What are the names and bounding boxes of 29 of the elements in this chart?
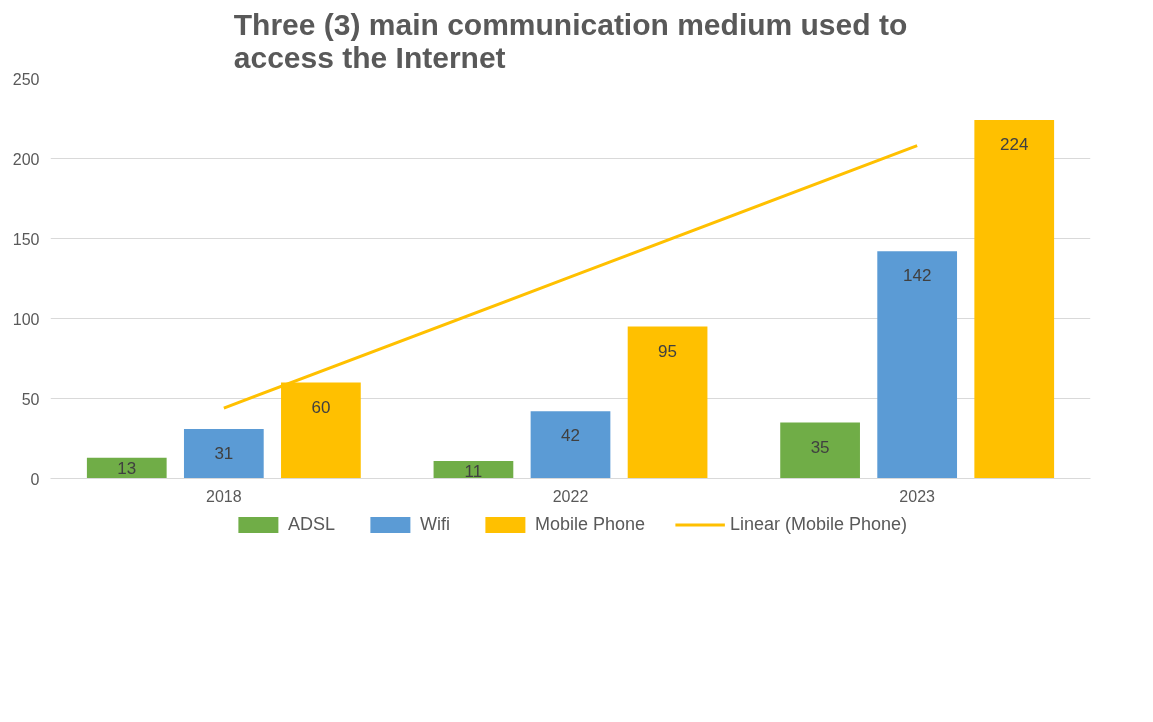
bar [780,422,860,479]
legend-label: Mobile Phone [534,513,645,535]
data-label: 11 [464,461,483,481]
y-tick-label: 200 [12,150,40,168]
data-label: 224 [1000,135,1029,155]
x-tick-label: 2023 [899,487,936,505]
y-tick-label: 0 [30,470,40,488]
data-label: 95 [658,341,678,361]
data-label: 142 [902,266,932,286]
bar [877,251,958,479]
data-label: 13 [117,459,137,479]
y-tick-label: 100 [12,310,40,328]
bar [627,326,708,479]
bar [183,428,264,479]
x-tick-label: 2018 [206,487,242,505]
bar [974,120,1055,479]
y-tick-label: 150 [12,230,40,248]
legend-label: Wifi [419,513,450,535]
chart-title: Three (3) main communication medium used to access the Internet [233,7,908,74]
bar [530,411,611,479]
data-label: 35 [810,437,830,457]
legend-label: ADSL [287,513,335,535]
y-tick-label: 50 [21,390,40,408]
data-label: 42 [561,426,580,446]
x-tick-label: 2022 [552,487,589,505]
y-tick-label: 250 [12,70,40,88]
data-label: 31 [214,443,234,463]
data-label: 60 [311,397,331,417]
legend-label: Linear (Mobile Phone) [730,513,908,535]
